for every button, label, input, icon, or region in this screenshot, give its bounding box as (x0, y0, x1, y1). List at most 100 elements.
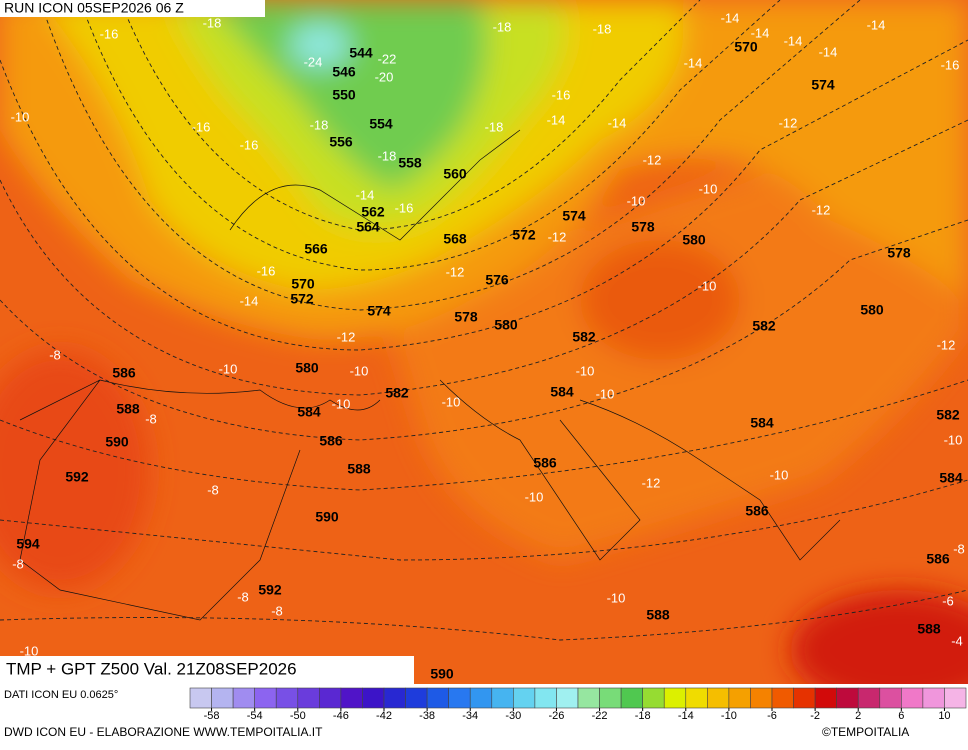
geopotential-label: 584 (939, 470, 963, 486)
temperature-label: -18 (378, 148, 397, 163)
geopotential-label: 586 (319, 433, 343, 449)
contours (0, 0, 968, 641)
geopotential-label: 556 (329, 134, 353, 150)
geopotential-label: 586 (926, 551, 950, 567)
temperature-label: -12 (337, 329, 356, 344)
geopotential-label: 570 (734, 39, 758, 55)
temperature-label: -14 (356, 187, 375, 202)
temperature-label: -8 (49, 347, 61, 362)
geopotential-label: 554 (369, 116, 393, 132)
temperature-label: -12 (642, 475, 661, 490)
temperature-label: -10 (576, 363, 595, 378)
geopotential-label: 588 (917, 621, 941, 637)
temperature-label: -10 (596, 386, 615, 401)
colorbar-tick-label: -50 (290, 710, 306, 722)
colorbar-tick-label: -34 (462, 710, 478, 722)
temperature-label: -20 (375, 69, 394, 84)
temperature-label: -10 (332, 396, 351, 411)
colorbar-swatch (297, 687, 320, 709)
geopotential-label: 590 (105, 434, 129, 450)
temperature-label: -14 (784, 33, 803, 48)
temperature-label: -12 (643, 152, 662, 167)
header-box (0, 0, 265, 17)
temperature-label: -14 (867, 17, 886, 32)
geopotential-label: 582 (385, 385, 409, 401)
geopotential-label: 560 (443, 166, 467, 182)
colorbar-tick-label: -18 (635, 710, 651, 722)
colorbar-swatch (620, 687, 643, 709)
colorbar-swatch (340, 687, 363, 709)
geopotential-label: 544 (349, 45, 373, 61)
colorbar-tick-label: -58 (204, 710, 220, 722)
geopotential-label: 580 (494, 317, 518, 333)
geopotential-label: 570 (291, 276, 315, 292)
temperature-label: -18 (485, 119, 504, 134)
geopotential-label: 592 (65, 469, 89, 485)
geopotential-label: 582 (936, 407, 960, 423)
temperature-label: -8 (271, 603, 283, 618)
geopotential-label: 566 (304, 241, 328, 257)
geopotential-label: 578 (454, 309, 478, 325)
geopotential-label: 576 (485, 272, 509, 288)
temperature-label: -10 (525, 489, 544, 504)
temperature-label: -12 (812, 202, 831, 217)
colorbar-swatch (448, 687, 471, 709)
colorbar-swatch (556, 687, 579, 709)
colorbar-tick-label: -38 (419, 710, 435, 722)
colorbar-tick-label: -26 (548, 710, 564, 722)
coastlines (19, 129, 841, 621)
colorbar-swatch (513, 687, 536, 709)
colorbar-swatch (211, 687, 234, 709)
colorbar-swatch (944, 687, 967, 709)
geopotential-label: 574 (811, 77, 835, 93)
temperature-label: -18 (493, 19, 512, 34)
geopotential-label: 568 (443, 231, 467, 247)
run-label: RUN ICON 05SEP2026 06 Z (4, 0, 184, 16)
temperature-label: -14 (547, 112, 566, 127)
geopotential-label: 564 (356, 219, 380, 235)
geopotential-label: 584 (750, 415, 774, 431)
temperature-label: -18 (593, 21, 612, 36)
temperature-label: -8 (237, 589, 249, 604)
colorbar-swatch (879, 687, 902, 709)
temperature-label: -16 (240, 137, 259, 152)
colorbar-swatch (663, 687, 687, 709)
colorbar-tick-label: -30 (505, 710, 521, 722)
colorbar-tick-label: -22 (592, 710, 608, 722)
colorbar-swatch (232, 687, 255, 709)
colorbar-tick-label: -42 (376, 710, 392, 722)
temperature-label: -16 (100, 26, 119, 41)
colorbar-swatch (405, 687, 428, 709)
temperature-label: -10 (607, 590, 626, 605)
temperature-label: -10 (11, 109, 30, 124)
temperature-label: -12 (548, 229, 567, 244)
geopotential-label: 592 (258, 582, 282, 598)
colorbar-swatch (469, 687, 493, 709)
temperature-label: -14 (751, 25, 770, 40)
temperature-label: -16 (941, 57, 960, 72)
temperature-label: -10 (219, 361, 238, 376)
colorbar-swatch (771, 687, 794, 709)
colorbar-swatch (642, 687, 665, 709)
temperature-label: -14 (684, 55, 703, 70)
temperature-label: -24 (304, 54, 323, 69)
geopotential-label: 586 (745, 503, 769, 519)
temperature-label: -10 (698, 278, 717, 293)
colorbar-swatch (319, 687, 342, 709)
map-title: TMP + GPT Z500 Val. 21Z08SEP2026 (6, 659, 297, 678)
geopotential-label: 562 (361, 204, 385, 220)
colorbar-tick-label: 10 (938, 710, 950, 722)
temperature-label: -8 (12, 556, 24, 571)
temperature-label: -10 (20, 643, 39, 658)
temperature-label: -12 (937, 337, 956, 352)
temperature-label: -8 (207, 482, 219, 497)
colorbar-swatch (750, 687, 773, 709)
colorbar-tick-label: -54 (247, 710, 263, 722)
geopotential-label: 586 (112, 365, 136, 381)
colorbar-tick-label: -14 (678, 710, 694, 722)
geopotential-label: 580 (860, 302, 884, 318)
geopotential-label: 550 (332, 87, 356, 103)
geopotential-label: 558 (398, 155, 422, 171)
